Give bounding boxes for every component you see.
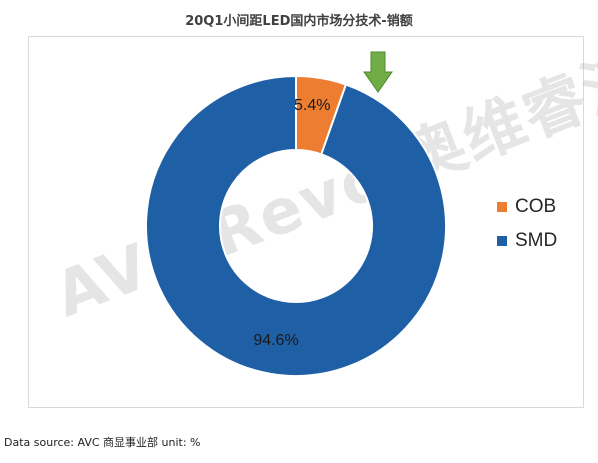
chart-frame [28,36,584,408]
data-label-cob: 5.4% [294,97,330,114]
legend-label-smd: SMD [515,230,558,251]
legend-label-cob: COB [515,196,557,217]
down-arrow-icon [363,51,393,93]
legend-item-cob: COB [497,190,557,224]
legend-swatch-smd [497,236,507,246]
legend-item-smd: SMD [497,224,557,258]
slice-smd [145,74,447,377]
data-label-smd: 94.6% [253,332,298,349]
data-source-note: Data source: AVC 商显事业部 unit: % [4,436,201,449]
legend: COB SMD [497,190,557,258]
chart-title: 20Q1小间距LED国内市场分技术-销额 [185,14,413,29]
legend-swatch-cob [497,202,507,212]
